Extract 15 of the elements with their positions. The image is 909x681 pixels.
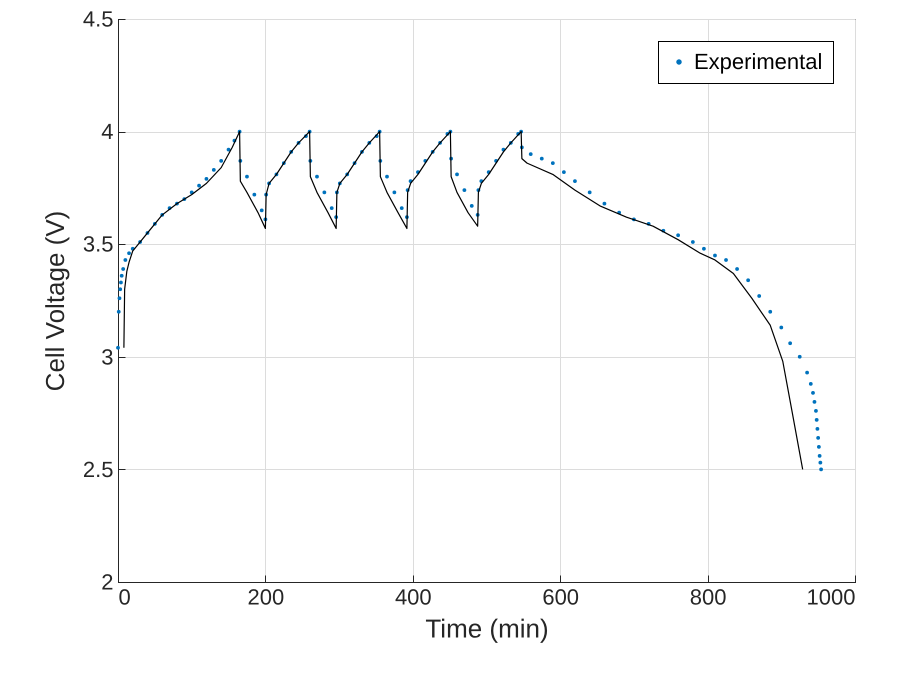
- x-axis-title: Time (min): [425, 614, 549, 644]
- y-tick-label: 2.5: [82, 456, 114, 482]
- x-tick-label: 800: [690, 584, 726, 610]
- y-tick-label: 2: [101, 570, 114, 594]
- y-axis-title: Cell Voltage (V): [40, 210, 70, 392]
- y-tick-label: 3.5: [82, 232, 114, 257]
- y-tick-label: 4: [101, 119, 114, 144]
- y-tick-label: 3: [101, 344, 114, 370]
- x-tick-label: 0: [118, 584, 131, 610]
- x-tick-label: 600: [542, 584, 580, 610]
- x-tick-label: 400: [394, 584, 432, 610]
- y-tick-label: 4.5: [82, 6, 114, 32]
- x-tick-label: 200: [248, 584, 284, 610]
- legend-label: Experimental: [694, 49, 822, 74]
- x-tick-label: 1000: [806, 584, 856, 610]
